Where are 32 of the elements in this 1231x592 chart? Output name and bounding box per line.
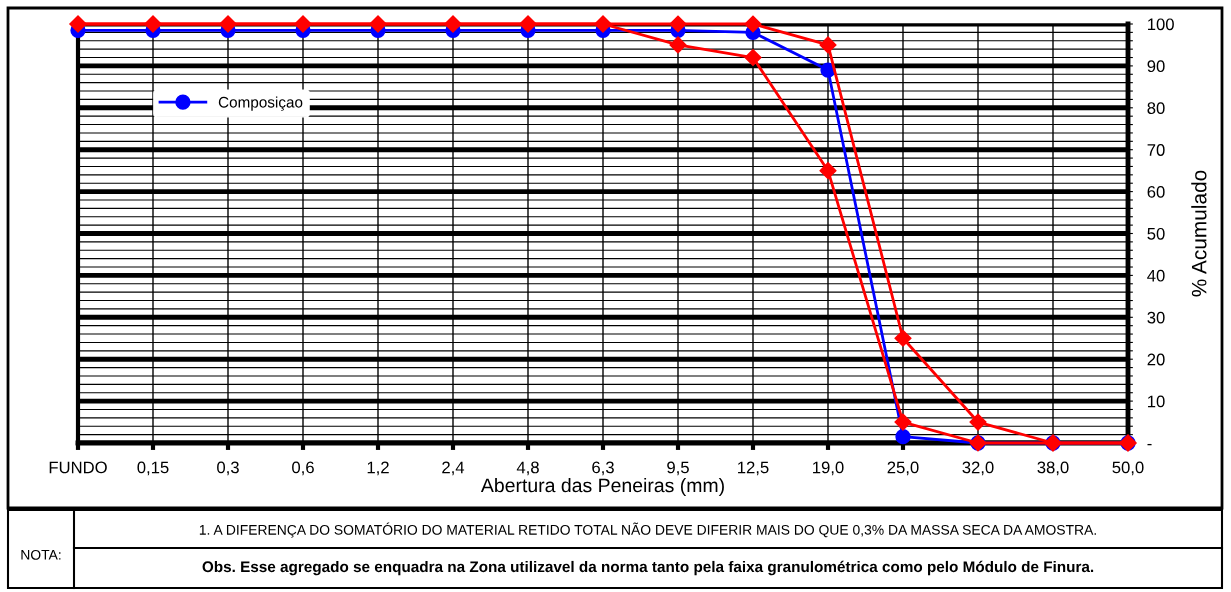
x-tick-label: 0,15 bbox=[137, 461, 169, 476]
y-tick-label: 50 bbox=[1147, 227, 1165, 240]
y-tick-label: - bbox=[1147, 443, 1152, 446]
text: 1. A DIFERENÇA DO SOMATÓRIO DO MATERIAL RETIDO TOTAL NÃO DEVE DIFERIR MAIS DO QUE 0,3% DA MASSA SECA DA AMOSTRA. bbox=[199, 522, 1096, 538]
x-tick-label: 2,4 bbox=[442, 461, 465, 476]
y-tick-label: 70 bbox=[1147, 144, 1165, 156]
x-axis-title: Abertura das Peneiras (mm) bbox=[480, 477, 724, 497]
x-tick-label: 1,2 bbox=[367, 461, 389, 476]
x-tick-label: 4,8 bbox=[516, 461, 539, 476]
text: Obs. Esse agregado se enquadra na Zona utilizavel da norma tanto pela faixa granulométrica como pelo Módulo de Finura. bbox=[202, 560, 1094, 576]
y-tick-label: 30 bbox=[1147, 311, 1165, 324]
x-tick-label: FUNDO bbox=[49, 461, 107, 474]
x-tick-label: 50,0 bbox=[1112, 461, 1144, 476]
x-tick-label: 6,3 bbox=[592, 461, 614, 476]
y-tick-label: 10 bbox=[1148, 395, 1165, 408]
y-tick-label: 40 bbox=[1147, 269, 1165, 282]
y-tick-label: 90 bbox=[1147, 60, 1165, 73]
y-tick-label: 20 bbox=[1147, 353, 1165, 366]
x-tick-label: 0,3 bbox=[217, 461, 239, 476]
y-tick-label: 80 bbox=[1147, 102, 1165, 114]
x-tick-label: 25,0 bbox=[887, 461, 919, 476]
y-axis-title: % Acumulado bbox=[1191, 170, 1207, 297]
y-tick-label: 60 bbox=[1147, 186, 1165, 198]
y-tick-label: 100 bbox=[1148, 18, 1174, 31]
x-tick-label: 9,5 bbox=[667, 461, 689, 476]
legend-label: Composiçao bbox=[218, 96, 303, 111]
x-tick-label: 32,0 bbox=[962, 461, 994, 476]
text: NOTA: bbox=[21, 549, 61, 560]
x-tick-label: 19,0 bbox=[813, 461, 844, 476]
x-tick-label: 38,0 bbox=[1037, 461, 1069, 476]
x-tick-label: 12,5 bbox=[738, 461, 769, 476]
x-tick-label: 0,6 bbox=[292, 461, 314, 476]
